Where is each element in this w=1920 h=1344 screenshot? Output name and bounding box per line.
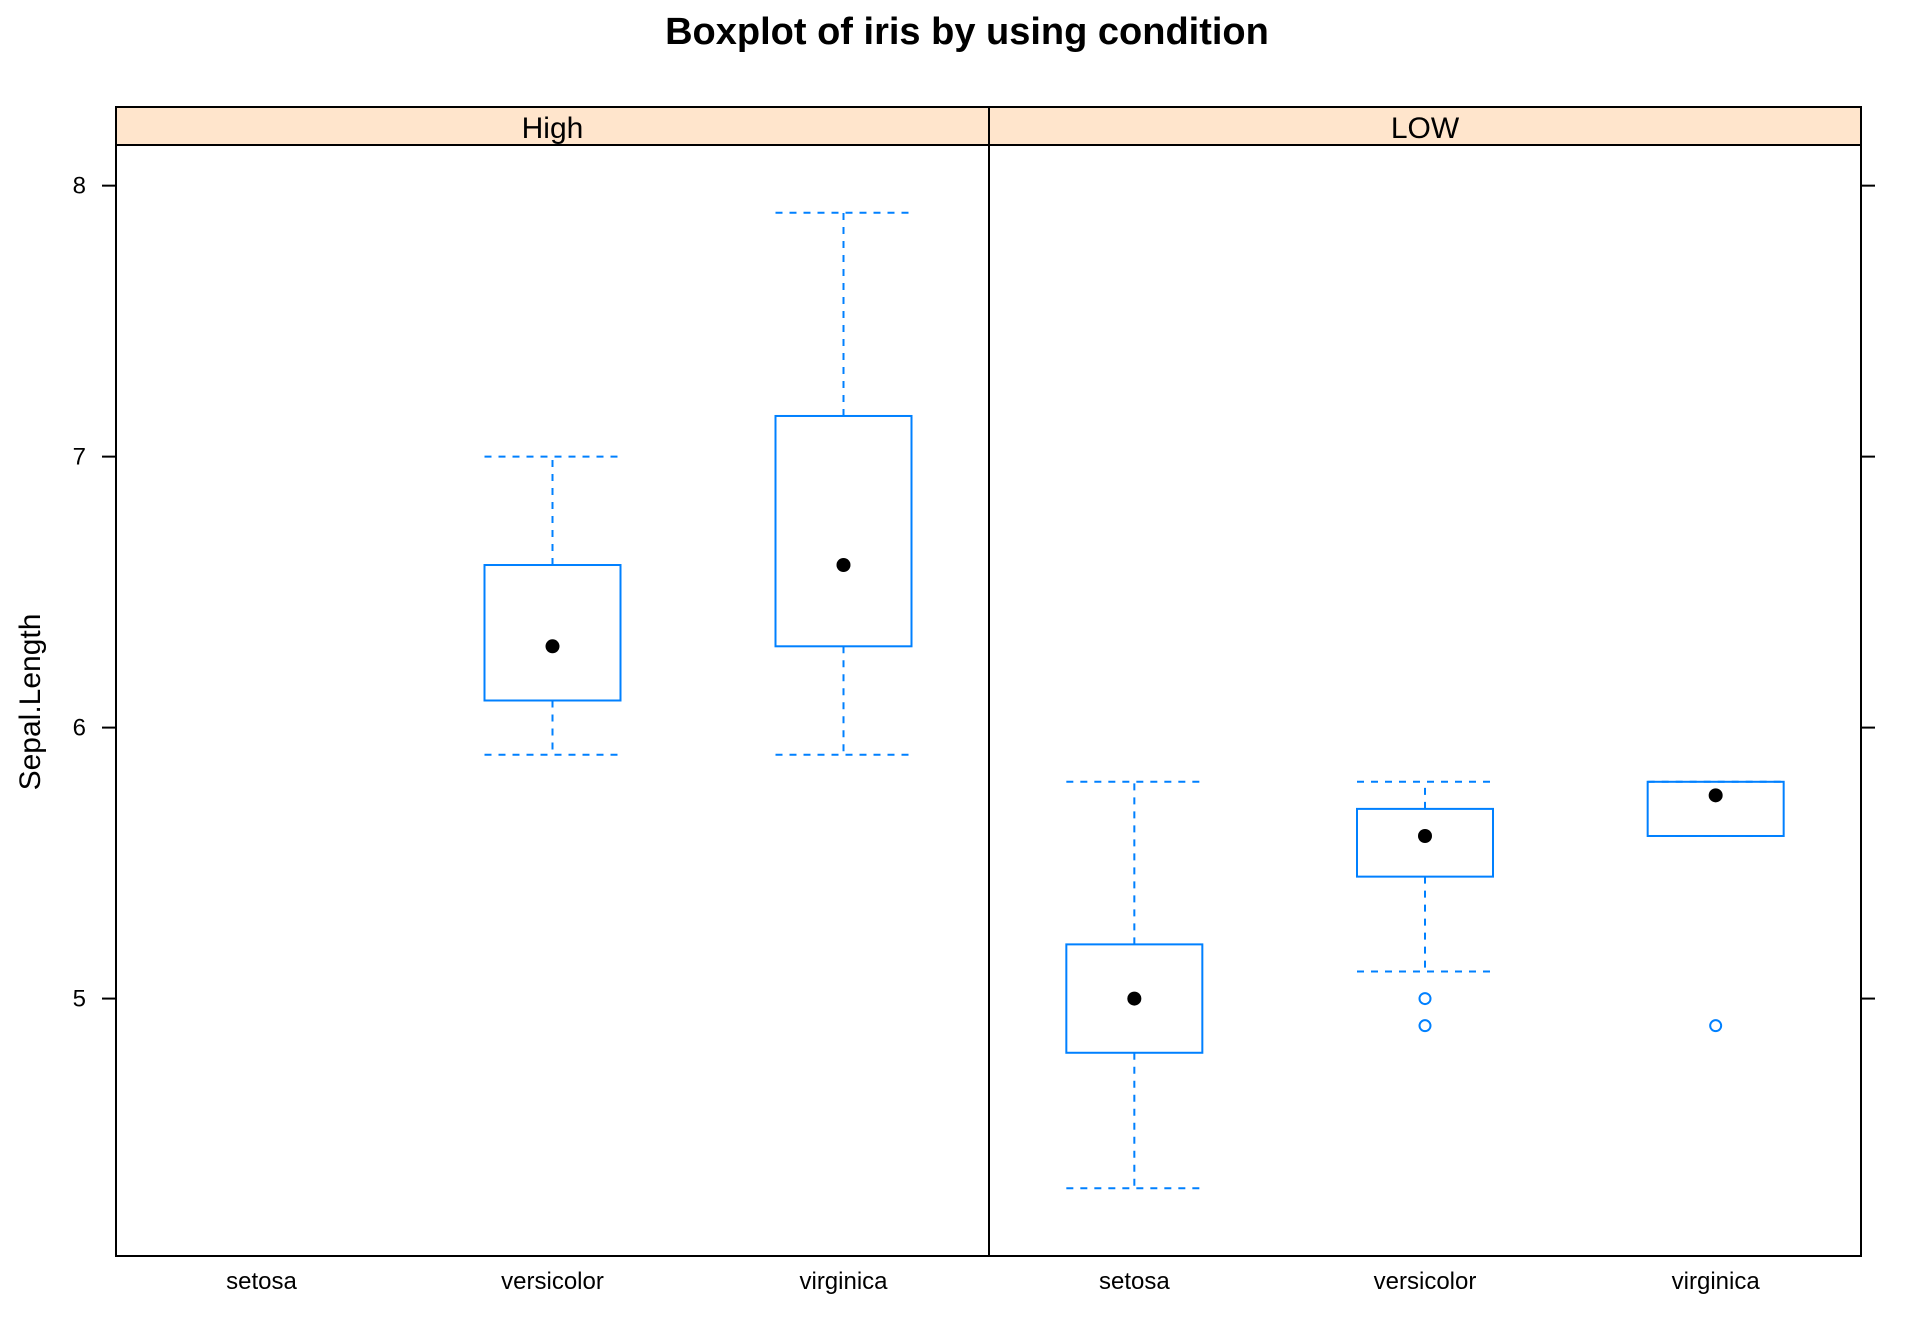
- box-setosa: [1065, 943, 1204, 1054]
- x-tick-label: virginica: [1672, 1268, 1761, 1295]
- outlier-point: [1709, 1019, 1723, 1033]
- y-tick-label: 6: [73, 715, 86, 742]
- outlier-point: [1418, 1019, 1432, 1033]
- median-dot: [545, 639, 560, 654]
- panel-strip-label: LOW: [1391, 112, 1460, 145]
- box-virginica: [1646, 780, 1785, 837]
- chart-title: Boxplot of iris by using condition: [665, 11, 1269, 53]
- median-dot: [1127, 991, 1142, 1006]
- y-axis-label: Sepal.Length: [14, 614, 47, 791]
- panel-strip-low: [988, 106, 1862, 146]
- y-tick-label: 7: [73, 444, 86, 471]
- y-tick-label: 8: [73, 173, 86, 200]
- median-dot: [1708, 788, 1723, 803]
- box-versicolor: [483, 564, 622, 702]
- panel-strip-label: High: [522, 112, 584, 145]
- plot-area: High setosa versicolor virginica LOW setosa ve…: [73, 106, 1875, 1295]
- box-virginica: [774, 414, 913, 648]
- panel-frame-low: [988, 144, 1862, 1257]
- x-tick-label: virginica: [799, 1268, 888, 1295]
- x-tick-label: setosa: [1099, 1268, 1170, 1295]
- panel-strip-high: [115, 106, 990, 146]
- y-tick-label: 5: [73, 986, 86, 1013]
- median-dot: [836, 558, 851, 573]
- median-dot: [1418, 828, 1432, 843]
- x-tick-label: setosa: [226, 1268, 297, 1295]
- x-tick-label: versicolor: [501, 1268, 604, 1295]
- outlier-point: [1418, 992, 1432, 1006]
- x-tick-label: versicolor: [1374, 1268, 1477, 1295]
- box-versicolor: [1356, 807, 1494, 878]
